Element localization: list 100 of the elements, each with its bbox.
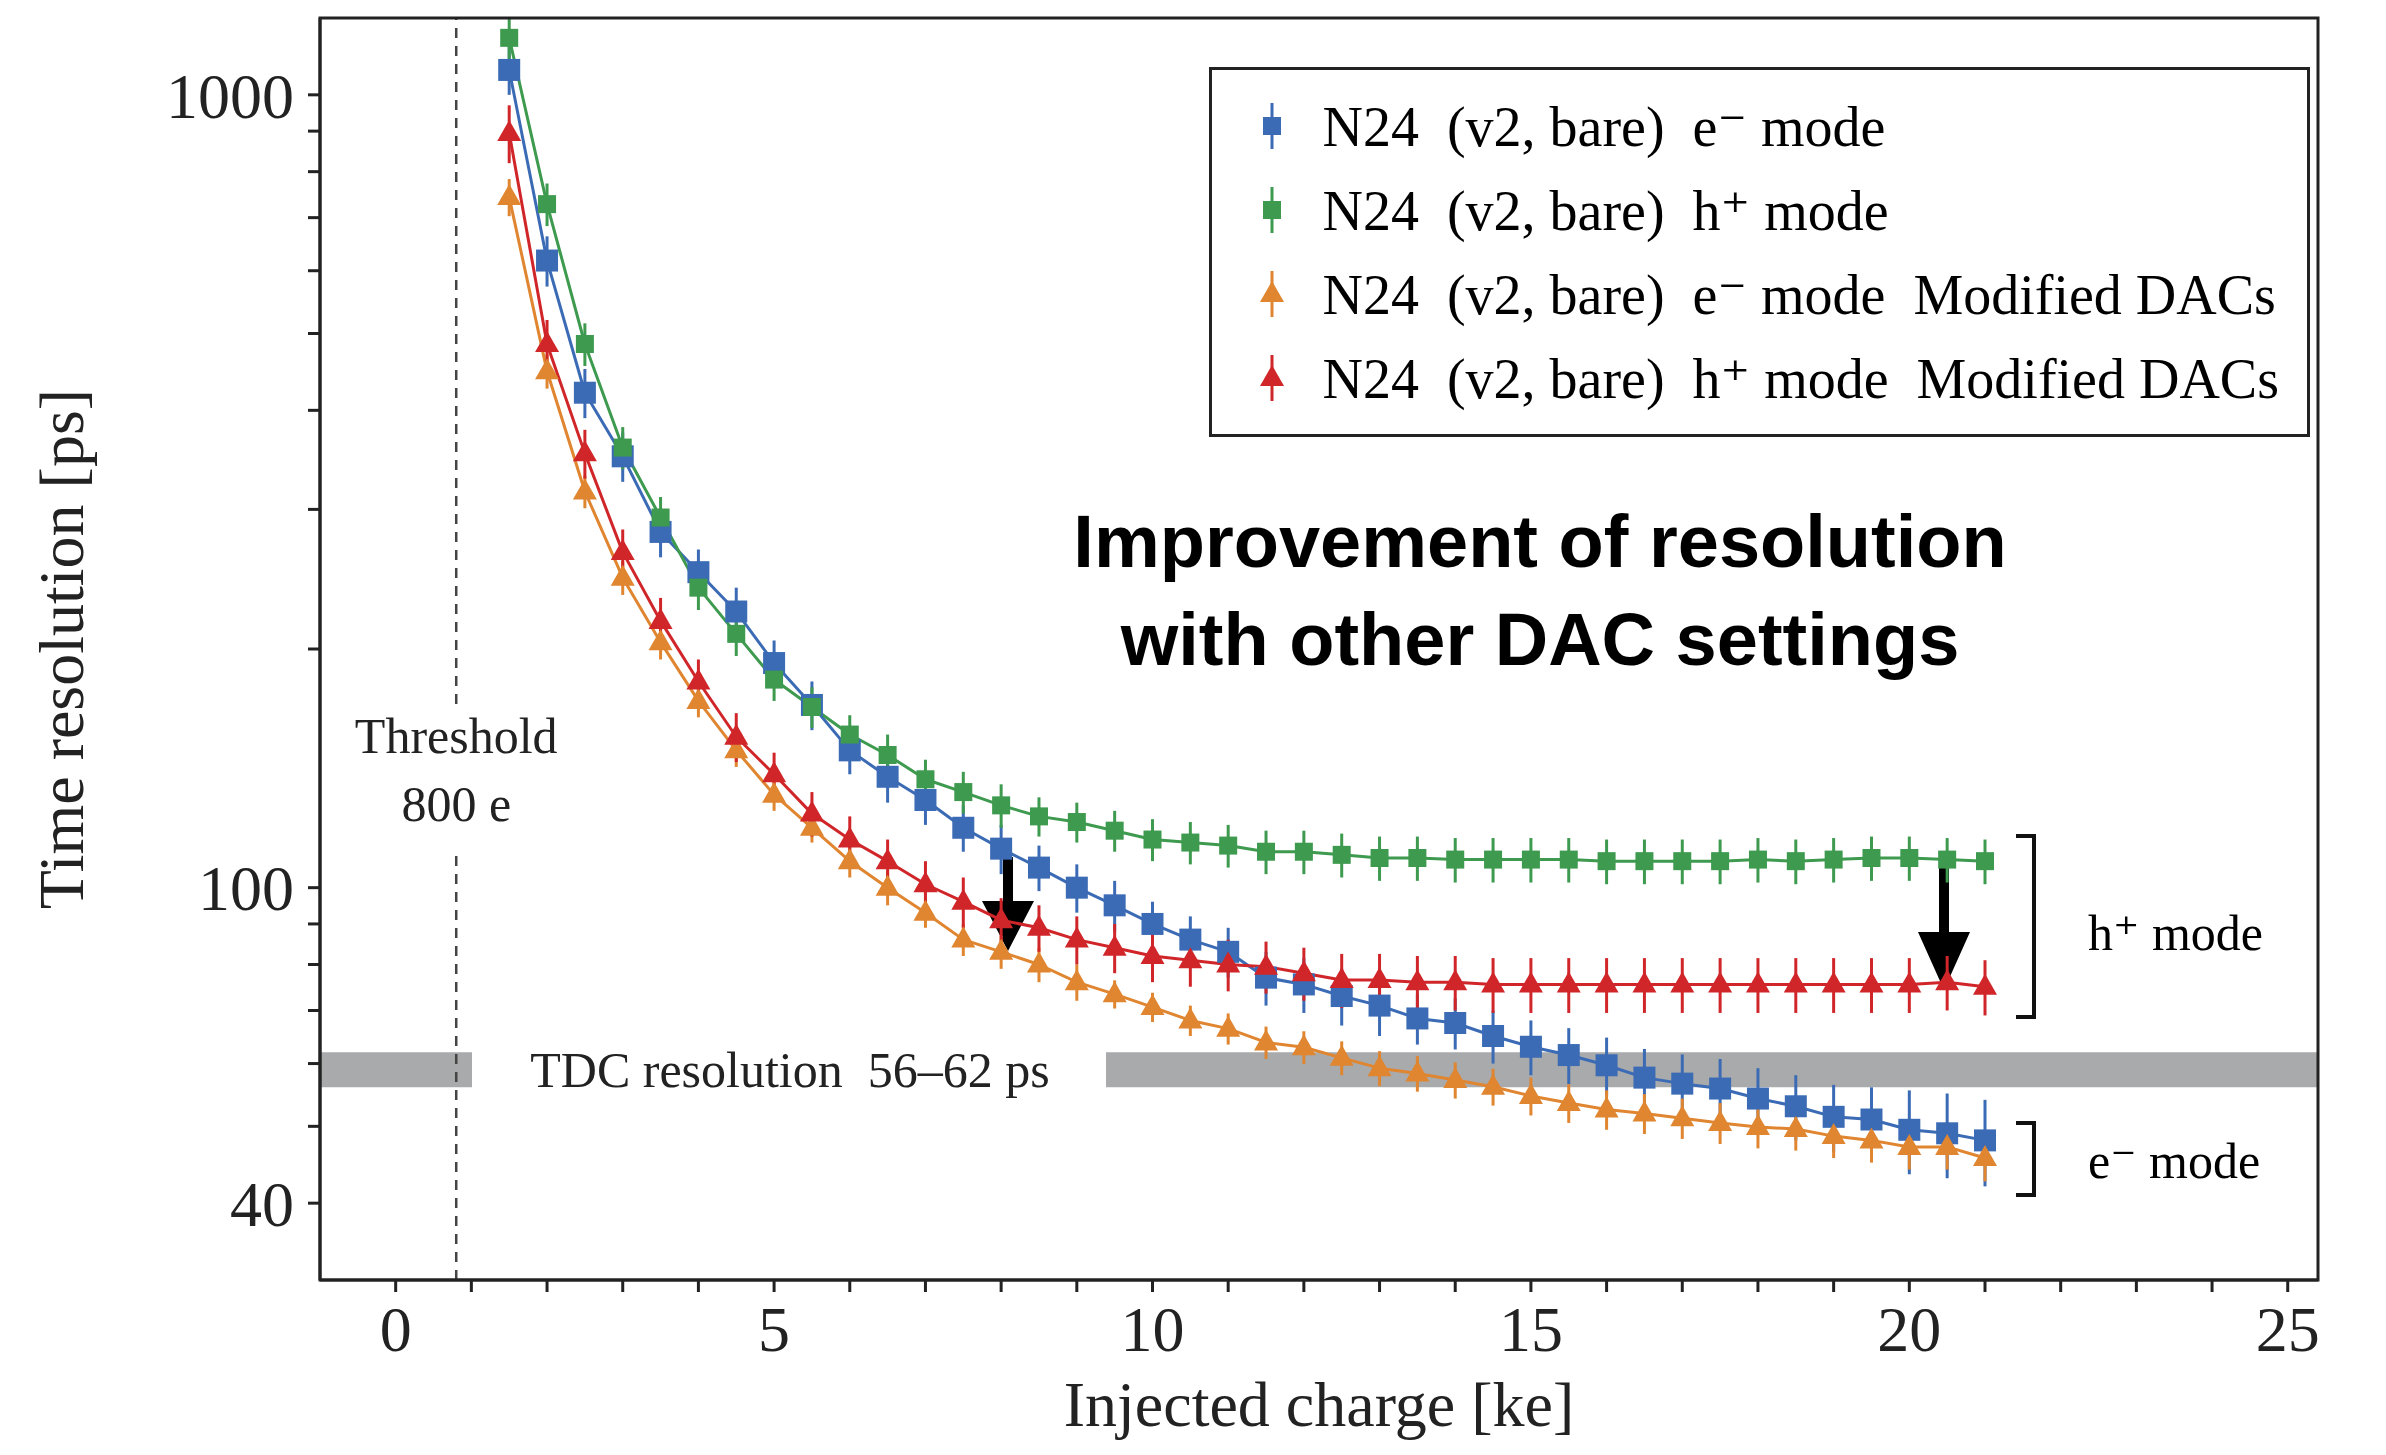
point: [1329, 966, 1354, 988]
legend-label: N24 (v2, bare) h⁺ mode Modified DACs: [1322, 346, 2279, 411]
point: [1783, 1116, 1808, 1138]
y-tick-label: 40: [230, 1168, 294, 1240]
point: [1105, 821, 1124, 840]
x-tick-label: 15: [1498, 1294, 1563, 1366]
point: [1556, 1090, 1581, 1112]
legend-label: N24 (v2, bare) e⁻ mode: [1322, 94, 1886, 159]
point: [989, 938, 1014, 960]
point: [799, 800, 824, 822]
x-tick-label: 20: [1877, 1294, 1942, 1366]
point: [876, 765, 899, 788]
point: [1745, 971, 1770, 993]
point: [1709, 1077, 1732, 1100]
point: [989, 907, 1014, 929]
point: [1748, 850, 1767, 869]
point: [1067, 813, 1086, 832]
point: [1821, 1123, 1846, 1145]
legend-label: N24 (v2, bare) e⁻ mode Modified DACs: [1322, 262, 2276, 327]
point: [914, 788, 937, 811]
point: [1595, 1054, 1618, 1077]
point: [1824, 850, 1843, 869]
point: [1481, 1073, 1506, 1095]
point: [1367, 1055, 1392, 1077]
point: [573, 381, 596, 404]
point: [1103, 894, 1126, 917]
point: [951, 926, 976, 948]
legend-label: N24 (v2, bare) h⁺ mode: [1322, 178, 1889, 243]
point: [1294, 842, 1313, 861]
point: [575, 334, 594, 353]
point: [1976, 852, 1994, 871]
point: [1784, 1095, 1807, 1118]
point: [1481, 971, 1506, 993]
point: [1216, 1015, 1241, 1037]
point: [651, 508, 670, 527]
point: [1786, 852, 1805, 871]
point: [1444, 1012, 1467, 1034]
point: [536, 249, 559, 272]
point: [1521, 850, 1540, 869]
point: [1708, 1109, 1733, 1131]
point: [1408, 848, 1427, 867]
point: [686, 668, 711, 690]
point: [878, 746, 897, 765]
point: [613, 438, 632, 457]
point: [1559, 850, 1578, 869]
y-axis-title: Time resolution [ps]: [25, 388, 97, 910]
point: [992, 796, 1011, 815]
x-tick-label: 25: [2255, 1294, 2320, 1366]
point: [1143, 830, 1162, 849]
point: [1633, 1066, 1656, 1089]
point: [1443, 1067, 1468, 1089]
point: [762, 761, 787, 783]
point: [725, 600, 748, 623]
point: [954, 783, 973, 802]
y-tick-label: 100: [198, 853, 294, 925]
point: [1862, 848, 1881, 867]
point: [1102, 934, 1127, 956]
point: [913, 899, 938, 921]
point: [1141, 912, 1164, 935]
point: [762, 781, 787, 803]
point: [498, 58, 521, 81]
point: [1216, 951, 1241, 973]
point: [913, 871, 938, 893]
point: [1783, 971, 1808, 993]
x-tick-label: 5: [758, 1294, 791, 1366]
point: [1900, 848, 1919, 867]
point: [1974, 1129, 1996, 1152]
point: [1029, 807, 1048, 826]
point: [1140, 994, 1165, 1016]
point: [1898, 1118, 1921, 1141]
point: [1518, 971, 1543, 993]
point: [1064, 926, 1089, 948]
point: [952, 816, 975, 839]
point: [1368, 994, 1391, 1017]
point: [1708, 971, 1733, 993]
point: [765, 670, 784, 689]
point: [1935, 1133, 1960, 1155]
point: [1370, 848, 1389, 867]
point: [875, 874, 900, 896]
point: [689, 578, 708, 597]
y-tick-label: 1000: [166, 60, 294, 132]
point: [1254, 1029, 1279, 1051]
point: [1973, 1145, 1997, 1167]
point: [1935, 969, 1960, 991]
point: [1257, 842, 1276, 861]
point: [1673, 852, 1692, 871]
point: [1746, 1087, 1769, 1110]
point: [727, 624, 746, 643]
point: [990, 837, 1013, 860]
point: [1178, 1007, 1203, 1029]
point: [1519, 1035, 1542, 1058]
point: [1821, 971, 1846, 993]
point: [1026, 951, 1051, 973]
point: [1859, 971, 1884, 993]
point: [1632, 971, 1657, 993]
band-label: TDC resolution 56–62 ps: [530, 1041, 1050, 1098]
point: [1178, 947, 1203, 969]
point: [1635, 852, 1654, 871]
point: [1594, 1096, 1619, 1118]
point: [500, 28, 519, 47]
